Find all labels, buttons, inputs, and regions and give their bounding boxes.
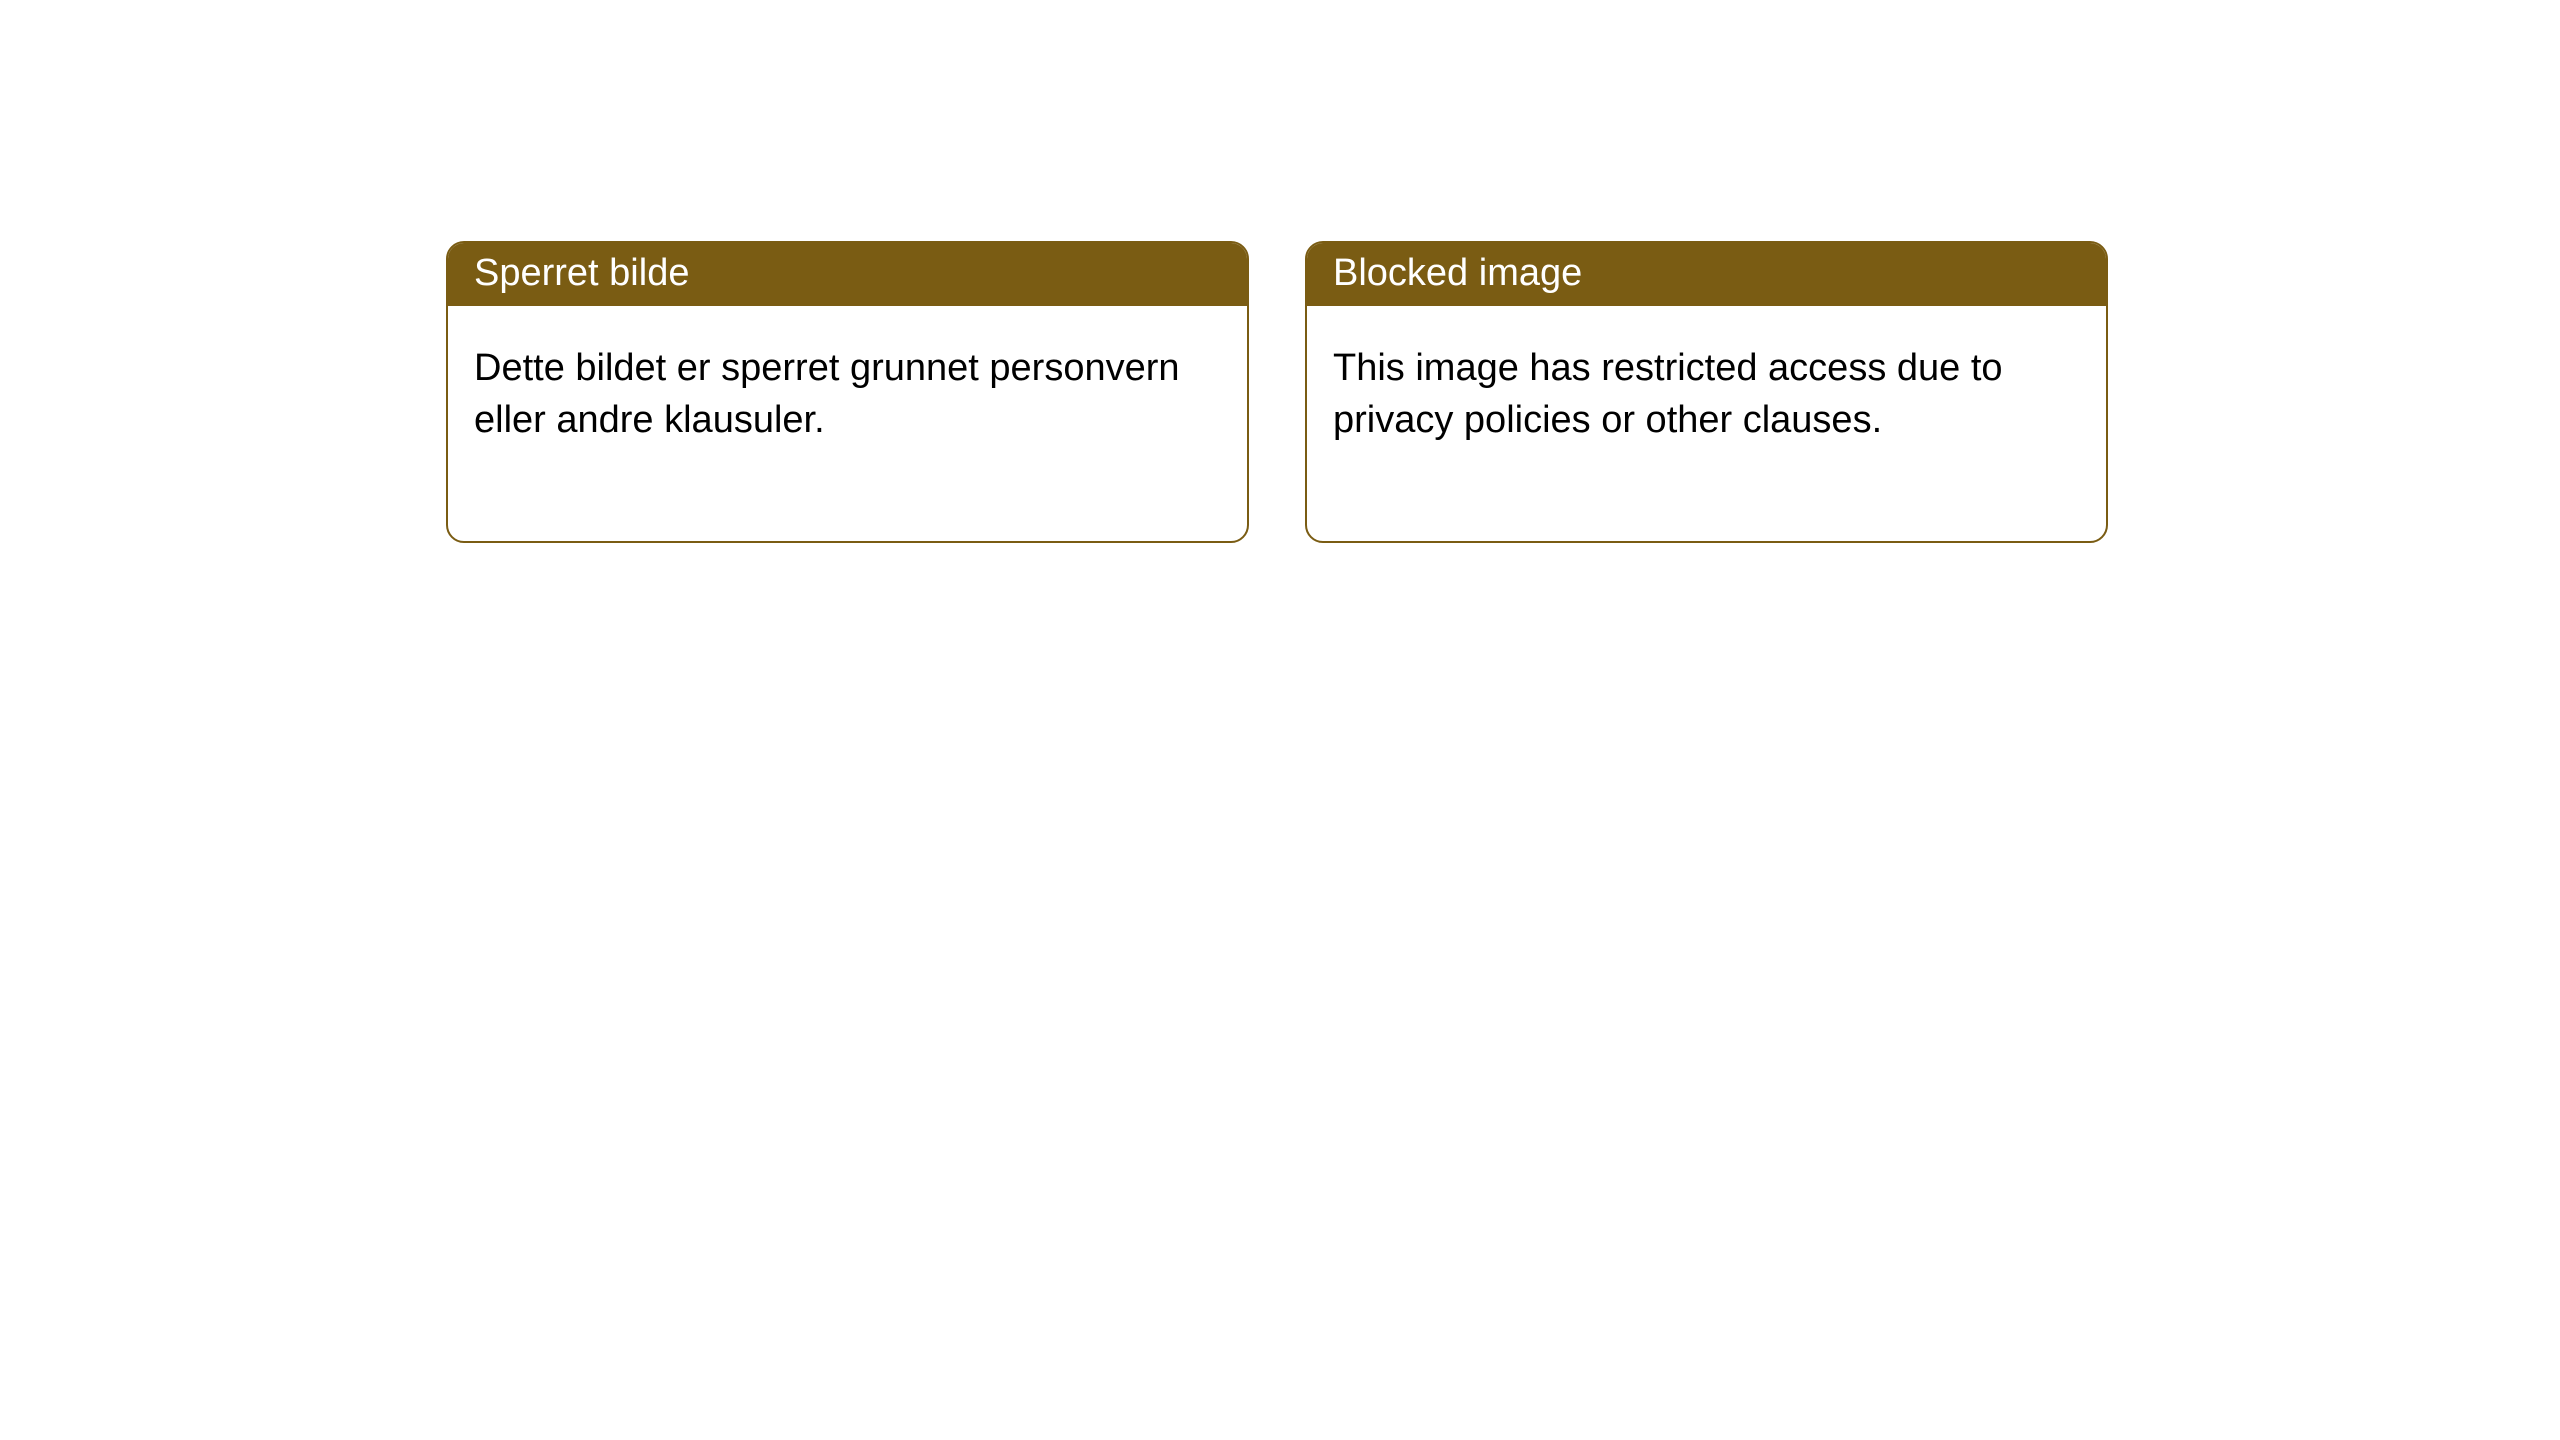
card-body: Dette bildet er sperret grunnet personve…	[448, 306, 1247, 541]
card-title: Blocked image	[1307, 243, 2106, 306]
card-title: Sperret bilde	[448, 243, 1247, 306]
notice-card-norwegian: Sperret bilde Dette bildet er sperret gr…	[446, 241, 1249, 543]
card-body: This image has restricted access due to …	[1307, 306, 2106, 541]
notice-card-container: Sperret bilde Dette bildet er sperret gr…	[0, 0, 2560, 543]
notice-card-english: Blocked image This image has restricted …	[1305, 241, 2108, 543]
